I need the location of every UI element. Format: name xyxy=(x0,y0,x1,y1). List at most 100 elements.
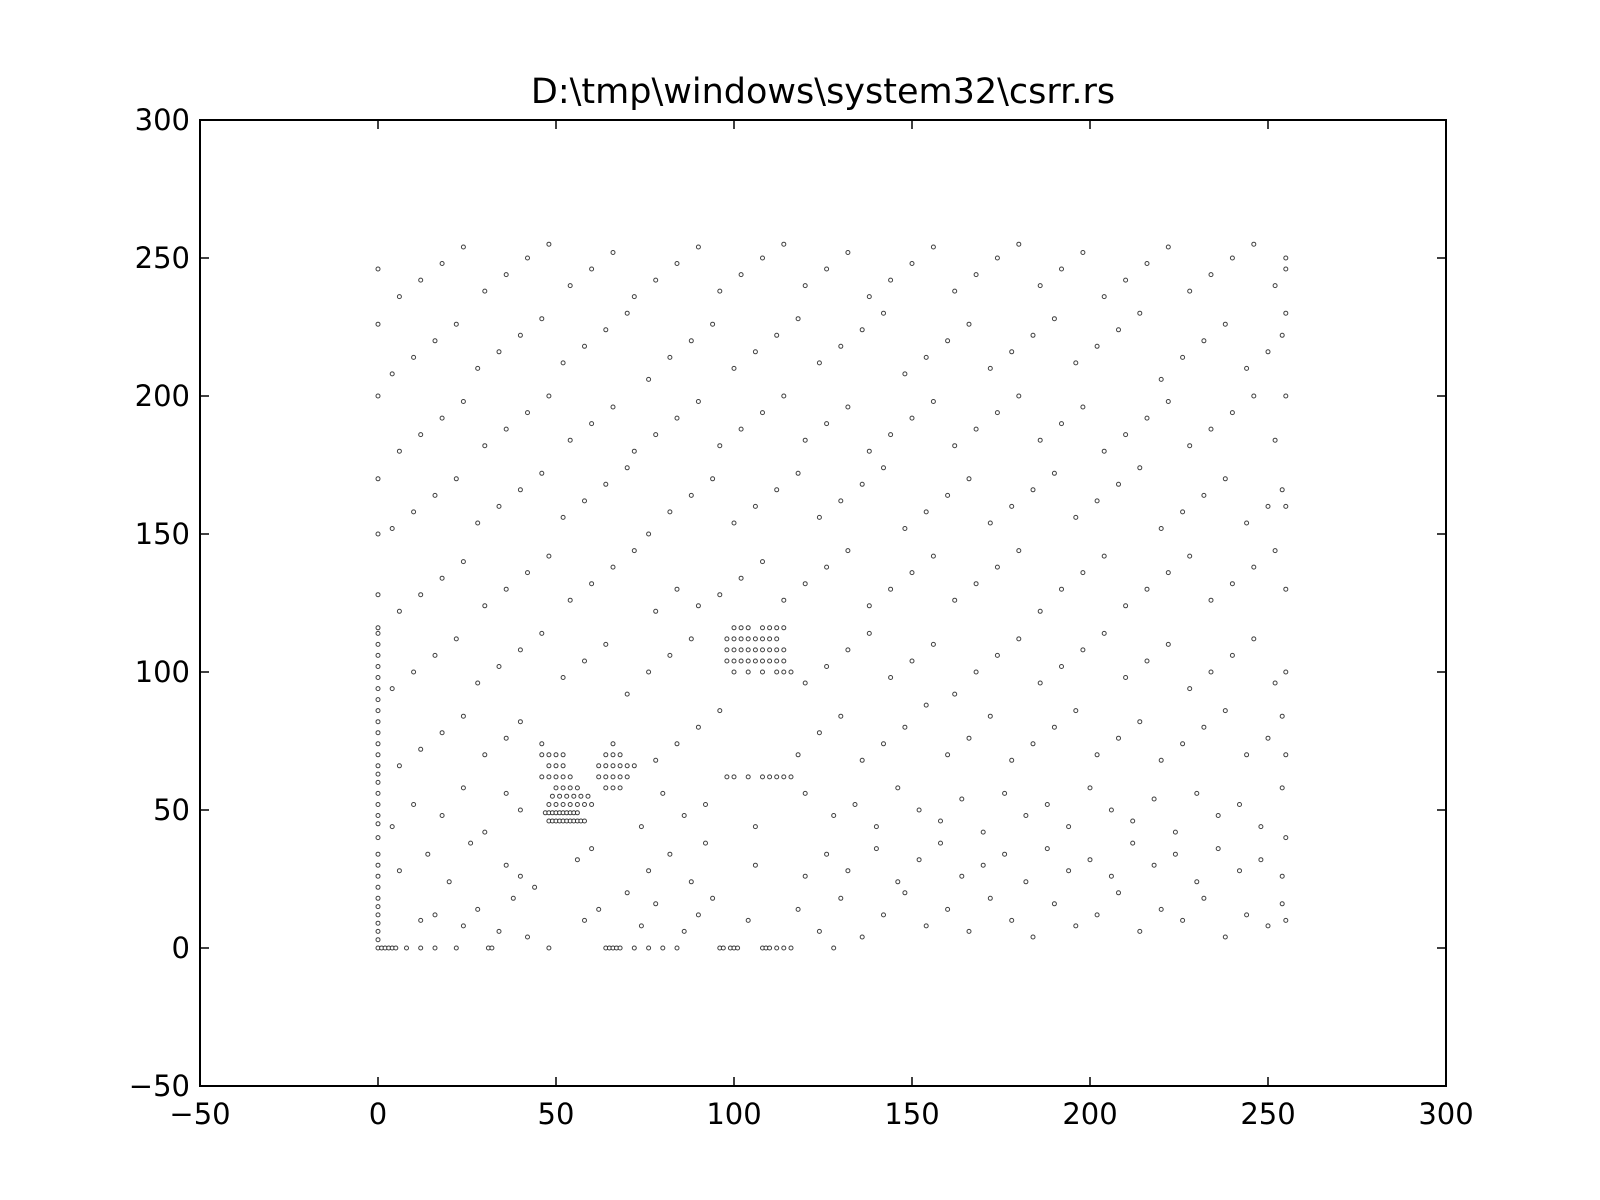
scatter-point xyxy=(952,597,958,603)
scatter-point xyxy=(1187,443,1193,449)
scatter-point xyxy=(1229,581,1235,587)
x-tick-label: 150 xyxy=(884,1097,939,1131)
scatter-point xyxy=(816,514,822,520)
scatter-point xyxy=(738,272,744,278)
scatter-point xyxy=(695,912,701,918)
scatter-point xyxy=(482,603,488,609)
scatter-point xyxy=(1222,934,1228,940)
scatter-point xyxy=(824,664,830,669)
scatter-point xyxy=(567,597,573,603)
scatter-point xyxy=(1165,570,1171,576)
scatter-point xyxy=(1094,912,1100,918)
scatter-point xyxy=(1165,641,1171,647)
axis-ticks: −50 0 50 100 150 200 250 300 −50 0 50 100 150 200 250 3… xyxy=(129,103,1474,1131)
scatter-point xyxy=(1037,608,1043,614)
x-tick-label: 0 xyxy=(369,1097,387,1131)
scatter-point xyxy=(396,294,402,300)
scatter-point xyxy=(738,625,744,631)
scatter-point xyxy=(1144,261,1150,266)
scatter-point xyxy=(1279,487,1285,493)
scatter-point xyxy=(752,636,758,642)
scatter-point xyxy=(475,520,481,526)
scatter-point xyxy=(1080,250,1086,255)
scatter-point xyxy=(503,586,509,592)
scatter-point xyxy=(589,846,595,852)
scatter-point xyxy=(767,636,773,642)
scatter-point xyxy=(752,349,758,355)
scatter-point xyxy=(1180,917,1186,923)
scatter-point xyxy=(994,652,1000,658)
scatter-point xyxy=(1283,255,1289,261)
scatter-point xyxy=(411,354,417,360)
scatter-point xyxy=(1123,277,1129,283)
scatter-point xyxy=(1258,824,1264,830)
scatter-point xyxy=(603,774,609,780)
scatter-point xyxy=(375,719,381,725)
scatter-point xyxy=(496,503,502,509)
scatter-point xyxy=(560,774,566,780)
scatter-point xyxy=(938,840,943,846)
scatter-point xyxy=(1059,586,1064,592)
scatter-point xyxy=(695,399,701,404)
scatter-point xyxy=(375,873,381,879)
scatter-point xyxy=(1222,321,1228,327)
scatter-point xyxy=(1251,564,1257,570)
scatter-point xyxy=(688,338,694,344)
scatter-point xyxy=(745,774,751,780)
scatter-point xyxy=(1144,586,1150,592)
scatter-point xyxy=(1101,448,1107,454)
scatter-point xyxy=(1165,244,1171,250)
scatter-point xyxy=(1272,680,1278,686)
scatter-point xyxy=(795,906,801,912)
scatter-point xyxy=(1137,310,1143,316)
scatter-point xyxy=(731,647,737,653)
scatter-point xyxy=(973,581,979,587)
scatter-point xyxy=(1009,757,1015,763)
scatter-point xyxy=(923,354,929,360)
scatter-point xyxy=(546,945,552,951)
scatter-point xyxy=(503,790,509,796)
scatter-point xyxy=(781,625,787,631)
scatter-point xyxy=(646,669,652,675)
scatter-point xyxy=(1009,503,1015,509)
scatter-point xyxy=(838,498,844,504)
scatter-point xyxy=(760,774,765,780)
scatter-point xyxy=(1037,680,1043,686)
scatter-point xyxy=(923,923,929,929)
scatter-point xyxy=(866,294,872,300)
scatter-point xyxy=(546,241,552,247)
scatter-point xyxy=(375,821,381,827)
scatter-point xyxy=(525,934,530,940)
x-tick-label: 50 xyxy=(538,1097,575,1131)
scatter-point xyxy=(411,509,417,515)
scatter-points xyxy=(375,241,1289,951)
scatter-point xyxy=(760,410,765,416)
scatter-point xyxy=(446,879,452,885)
scatter-point xyxy=(582,498,587,504)
scatter-point xyxy=(589,266,595,272)
scatter-point xyxy=(567,283,573,289)
scatter-point xyxy=(980,829,986,835)
scatter-point xyxy=(681,813,687,818)
scatter-point xyxy=(695,724,701,730)
scatter-point xyxy=(567,802,573,807)
scatter-point xyxy=(795,316,801,322)
scatter-point xyxy=(475,680,481,686)
scatter-point xyxy=(460,785,466,791)
scatter-point xyxy=(767,945,773,951)
scatter-point xyxy=(774,669,780,675)
scatter-point xyxy=(1137,928,1143,934)
scatter-point xyxy=(695,603,701,609)
scatter-point xyxy=(517,647,523,653)
scatter-point xyxy=(994,564,1000,570)
scatter-point xyxy=(375,884,381,890)
scatter-point xyxy=(603,481,609,487)
scatter-point xyxy=(603,641,609,647)
scatter-point xyxy=(1283,917,1289,923)
scatter-point xyxy=(966,476,972,482)
scatter-point xyxy=(895,879,901,885)
scatter-point xyxy=(496,664,502,669)
scatter-point xyxy=(1215,813,1221,818)
scatter-point xyxy=(617,774,623,780)
